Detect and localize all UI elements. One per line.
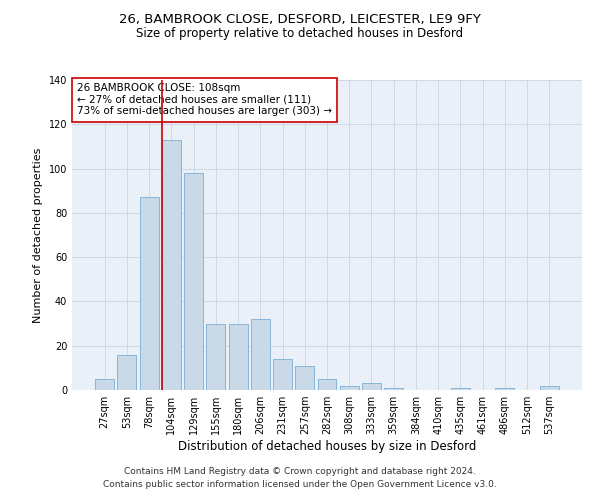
Bar	[540, 386, 559, 390]
Bar	[229, 324, 248, 390]
Text: Contains public sector information licensed under the Open Government Licence v3: Contains public sector information licen…	[103, 480, 497, 489]
Text: 26 BAMBROOK CLOSE: 108sqm
← 27% of detached houses are smaller (111)
73% of semi: 26 BAMBROOK CLOSE: 108sqm ← 27% of detac…	[77, 83, 332, 116]
Bar	[362, 384, 381, 390]
X-axis label: Distribution of detached houses by size in Desford: Distribution of detached houses by size …	[178, 440, 476, 453]
Bar	[206, 324, 225, 390]
Bar	[384, 388, 403, 390]
Bar	[118, 354, 136, 390]
Y-axis label: Number of detached properties: Number of detached properties	[33, 148, 43, 322]
Bar	[496, 388, 514, 390]
Bar	[140, 198, 158, 390]
Text: Contains HM Land Registry data © Crown copyright and database right 2024.: Contains HM Land Registry data © Crown c…	[124, 467, 476, 476]
Text: 26, BAMBROOK CLOSE, DESFORD, LEICESTER, LE9 9FY: 26, BAMBROOK CLOSE, DESFORD, LEICESTER, …	[119, 12, 481, 26]
Bar	[95, 379, 114, 390]
Bar	[251, 319, 270, 390]
Bar	[340, 386, 359, 390]
Text: Size of property relative to detached houses in Desford: Size of property relative to detached ho…	[136, 28, 464, 40]
Bar	[273, 359, 292, 390]
Bar	[451, 388, 470, 390]
Bar	[295, 366, 314, 390]
Bar	[317, 379, 337, 390]
Bar	[184, 173, 203, 390]
Bar	[162, 140, 181, 390]
